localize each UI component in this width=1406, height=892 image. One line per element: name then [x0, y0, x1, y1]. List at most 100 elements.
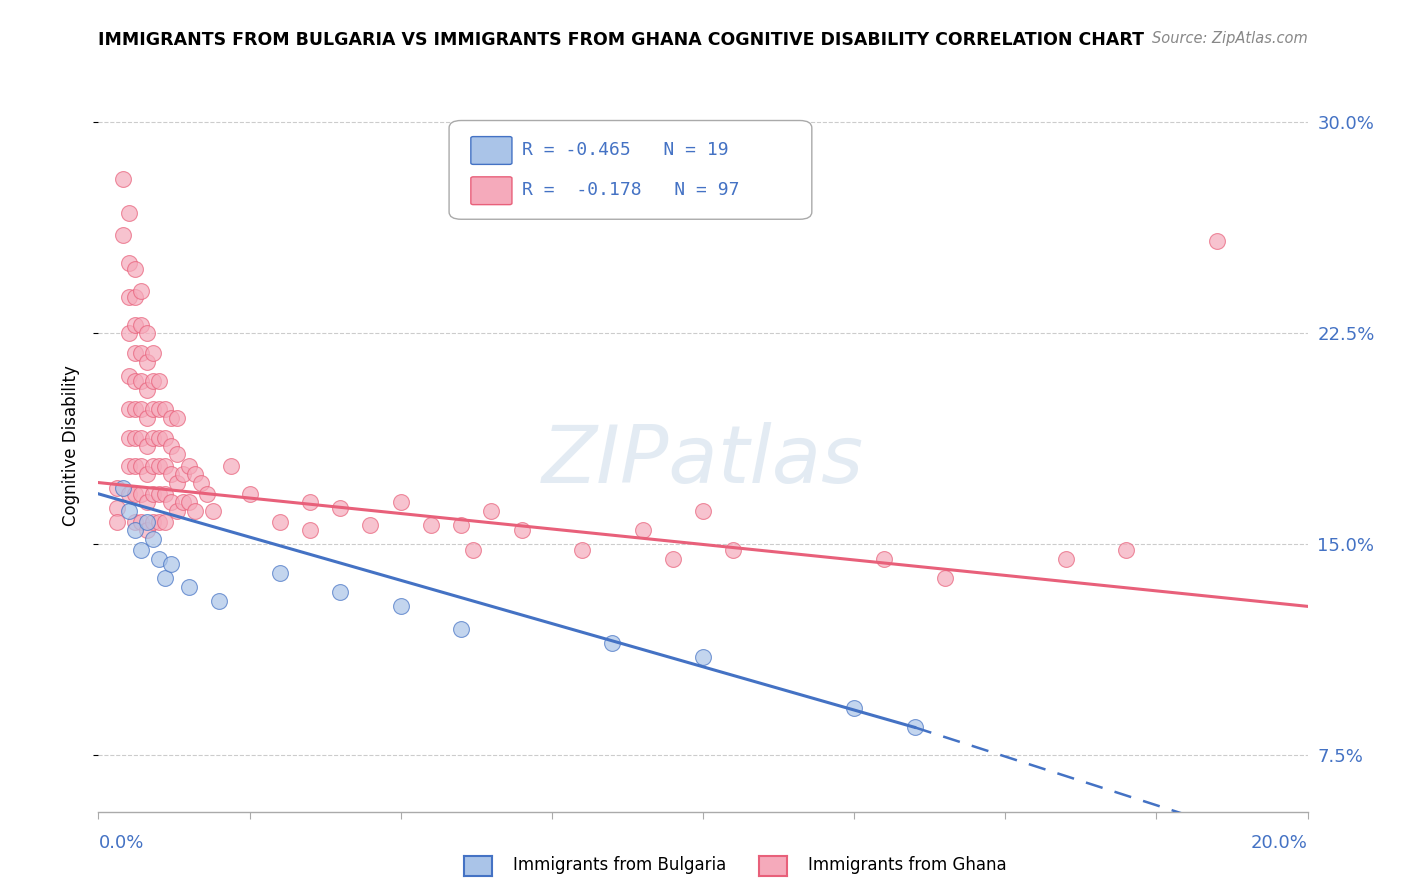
Point — [571, 543, 593, 558]
Point — [111, 227, 134, 242]
Point — [148, 551, 170, 566]
Point — [153, 458, 176, 473]
Point — [124, 431, 146, 445]
Point — [602, 636, 624, 650]
Point — [135, 495, 157, 509]
Point — [389, 599, 412, 614]
Point — [631, 524, 654, 538]
Point — [299, 495, 322, 509]
Point — [135, 524, 157, 538]
Point — [111, 481, 134, 495]
Point — [142, 515, 165, 529]
Point — [153, 571, 176, 585]
Point — [135, 383, 157, 397]
Text: Immigrants from Bulgaria: Immigrants from Bulgaria — [513, 856, 727, 874]
Point — [153, 487, 176, 501]
Point — [129, 285, 152, 299]
Point — [239, 487, 262, 501]
Point — [142, 532, 165, 546]
Point — [329, 500, 352, 515]
Point — [195, 487, 218, 501]
Point — [118, 326, 141, 341]
Text: ZIPatlas: ZIPatlas — [541, 422, 865, 500]
Point — [124, 524, 146, 538]
FancyBboxPatch shape — [449, 120, 811, 219]
Point — [148, 431, 170, 445]
Point — [172, 495, 194, 509]
Point — [142, 431, 165, 445]
Point — [299, 524, 322, 538]
Point — [135, 515, 157, 529]
Point — [510, 524, 533, 538]
Point — [142, 346, 165, 360]
Point — [179, 458, 201, 473]
Point — [202, 504, 225, 518]
Point — [142, 458, 165, 473]
Text: R = -0.465   N = 19: R = -0.465 N = 19 — [522, 141, 728, 159]
Point — [160, 557, 183, 571]
Point — [269, 515, 291, 529]
Point — [190, 475, 212, 490]
Point — [160, 439, 183, 453]
Point — [481, 504, 503, 518]
Point — [844, 700, 866, 714]
FancyBboxPatch shape — [471, 136, 512, 164]
Point — [135, 467, 157, 482]
Point — [153, 431, 176, 445]
Point — [172, 467, 194, 482]
Point — [105, 500, 128, 515]
Point — [135, 439, 157, 453]
Point — [124, 318, 146, 332]
Point — [129, 431, 152, 445]
Point — [389, 495, 412, 509]
Text: 20.0%: 20.0% — [1251, 834, 1308, 852]
Point — [166, 504, 188, 518]
Point — [129, 346, 152, 360]
Point — [148, 515, 170, 529]
Point — [166, 475, 188, 490]
Point — [111, 171, 134, 186]
Point — [184, 504, 207, 518]
Point — [934, 571, 956, 585]
Point — [153, 402, 176, 417]
Point — [179, 495, 201, 509]
Point — [692, 650, 714, 665]
Text: R =  -0.178   N = 97: R = -0.178 N = 97 — [522, 181, 740, 199]
Text: Source: ZipAtlas.com: Source: ZipAtlas.com — [1152, 31, 1308, 46]
Point — [142, 374, 165, 388]
Text: 0.0%: 0.0% — [98, 834, 143, 852]
Point — [269, 566, 291, 580]
Point — [135, 354, 157, 368]
Point — [208, 593, 231, 607]
Point — [124, 346, 146, 360]
Point — [450, 622, 472, 636]
Point — [129, 543, 152, 558]
Point — [124, 374, 146, 388]
Point — [124, 290, 146, 304]
Text: IMMIGRANTS FROM BULGARIA VS IMMIGRANTS FROM GHANA COGNITIVE DISABILITY CORRELATI: IMMIGRANTS FROM BULGARIA VS IMMIGRANTS F… — [98, 31, 1144, 49]
Point — [129, 458, 152, 473]
Point — [118, 205, 141, 219]
Point — [692, 504, 714, 518]
Point — [129, 402, 152, 417]
Point — [160, 410, 183, 425]
Point — [124, 261, 146, 276]
Point — [1206, 234, 1229, 248]
Text: Immigrants from Ghana: Immigrants from Ghana — [808, 856, 1007, 874]
Point — [118, 290, 141, 304]
Point — [118, 504, 141, 518]
Point — [148, 487, 170, 501]
Point — [105, 515, 128, 529]
Point — [904, 720, 927, 734]
Point — [118, 458, 141, 473]
Point — [148, 374, 170, 388]
Point — [873, 551, 896, 566]
Point — [148, 402, 170, 417]
Point — [124, 515, 146, 529]
FancyBboxPatch shape — [471, 177, 512, 204]
Point — [129, 515, 152, 529]
Point — [118, 256, 141, 270]
Point — [124, 487, 146, 501]
Point — [142, 402, 165, 417]
Point — [360, 517, 382, 532]
